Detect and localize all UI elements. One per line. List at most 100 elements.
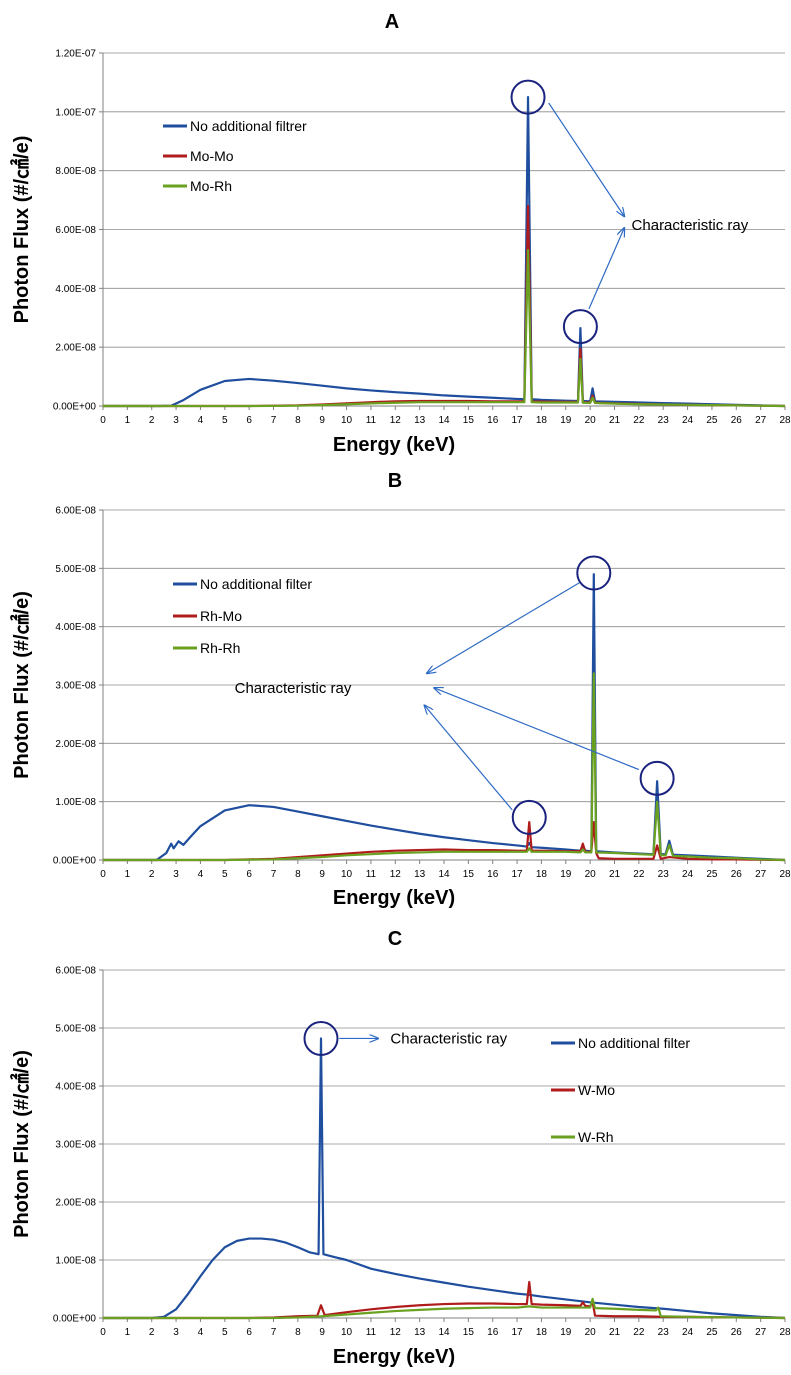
x-tick-label: 9 (319, 1327, 325, 1338)
x-tick-label: 27 (755, 415, 767, 426)
x-tick-label: 6 (246, 415, 252, 426)
legend-label: No additional filtrer (190, 118, 307, 134)
x-tick-label: 12 (390, 1327, 402, 1338)
x-tick-label: 16 (487, 1327, 499, 1338)
annotation-text: Characteristic ray (390, 1030, 507, 1047)
y-tick-label: 3.00E-08 (55, 1140, 96, 1151)
annotation-arrow (425, 705, 513, 811)
x-tick-label: 6 (246, 1327, 252, 1338)
x-tick-label: 22 (633, 415, 645, 426)
x-tick-label: 6 (246, 869, 252, 880)
peak-highlight-circle (303, 1020, 339, 1056)
x-tick-label: 26 (731, 869, 743, 880)
x-tick-label: 9 (319, 415, 325, 426)
series-line-no-additional-filtrer (103, 96, 786, 408)
y-tick-label: 2.00E-08 (55, 343, 96, 354)
series-line-mo-mo (103, 204, 786, 408)
y-tick-label: 8.00E-08 (55, 166, 96, 177)
y-tick-label: 0.00E+00 (53, 1314, 97, 1325)
panel-title: A (385, 11, 399, 33)
x-tick-label: 24 (682, 869, 694, 880)
x-tick-label: 28 (779, 415, 791, 426)
x-tick-label: 12 (390, 869, 402, 880)
x-tick-label: 5 (222, 415, 228, 426)
y-tick-label: 3.00E-08 (55, 681, 96, 692)
x-tick-label: 5 (222, 1327, 228, 1338)
x-tick-label: 0 (100, 1327, 106, 1338)
y-tick-label: 6.00E-08 (55, 966, 96, 977)
x-tick-label: 2 (149, 1327, 155, 1338)
y-tick-label: 1.00E-08 (55, 797, 96, 808)
x-tick-label: 18 (536, 1327, 548, 1338)
x-tick-label: 10 (341, 869, 353, 880)
y-tick-label: 1.00E-08 (55, 1256, 96, 1267)
annotation-text: Characteristic ray (235, 680, 352, 697)
panel-b: B 0.00E+00 1.00E-08 2.00E-08 3.00E-08 4.00E-0… (9, 470, 791, 909)
legend-label: W-Mo (578, 1082, 615, 1098)
x-tick-label: 13 (414, 869, 426, 880)
y-tick-label: 0.00E+00 (53, 402, 97, 413)
x-tick-label: 17 (512, 415, 524, 426)
x-tick-label: 22 (633, 1327, 645, 1338)
legend-label: Mo-Mo (190, 148, 234, 164)
x-tick-label: 1 (125, 869, 131, 880)
panel-title: C (388, 928, 402, 950)
annotation-arrow (548, 102, 625, 216)
x-tick-label: 5 (222, 869, 228, 880)
y-tick-label: 5.00E-08 (55, 1024, 96, 1035)
x-tick-label: 21 (609, 1327, 621, 1338)
x-tick-label: 20 (585, 415, 597, 426)
x-tick-label: 15 (463, 869, 475, 880)
x-tick-label: 28 (779, 1327, 791, 1338)
y-axis-title: Photon Flux (#/㎠/e) (9, 1050, 33, 1238)
x-tick-label: 10 (341, 1327, 353, 1338)
x-tick-label: 23 (658, 869, 670, 880)
x-tick-label: 1 (125, 415, 131, 426)
legend-label: Mo-Rh (190, 178, 232, 194)
x-tick-label: 19 (560, 1327, 572, 1338)
x-tick-label: 9 (319, 869, 325, 880)
peak-highlight-circle (511, 799, 547, 835)
x-tick-label: 19 (560, 415, 572, 426)
x-tick-label: 3 (173, 869, 179, 880)
legend-label: No additional filter (578, 1035, 690, 1051)
y-axis-title: Photon Flux (#/㎠/e) (9, 591, 33, 779)
x-tick-label: 12 (390, 415, 402, 426)
x-tick-label: 24 (682, 1327, 694, 1338)
x-tick-label: 8 (295, 869, 301, 880)
x-tick-label: 2 (149, 415, 155, 426)
x-tick-label: 14 (438, 1327, 450, 1338)
x-tick-label: 8 (295, 415, 301, 426)
series-line-no-additional-filter (103, 1037, 786, 1320)
x-tick-label: 18 (536, 869, 548, 880)
legend-label: Rh-Mo (200, 608, 242, 624)
annotation-arrow (434, 688, 640, 771)
peak-highlight-circle (562, 309, 598, 345)
x-tick-label: 21 (609, 415, 621, 426)
panel-c: C 0.00E+00 1.00E-08 2.00E-08 3.00E-08 4.00E-0… (9, 928, 791, 1368)
x-axis-title: Energy (keV) (333, 434, 455, 456)
x-tick-label: 21 (609, 869, 621, 880)
y-tick-label: 0.00E+00 (53, 856, 97, 867)
x-tick-label: 10 (341, 415, 353, 426)
x-tick-label: 23 (658, 415, 670, 426)
x-tick-label: 0 (100, 869, 106, 880)
x-tick-label: 7 (271, 415, 277, 426)
x-tick-label: 11 (366, 1327, 377, 1338)
x-tick-label: 16 (487, 415, 499, 426)
legend-label: No additional filter (200, 576, 312, 592)
x-tick-label: 8 (295, 1327, 301, 1338)
x-tick-label: 20 (585, 869, 597, 880)
panel-title: B (388, 470, 402, 492)
x-tick-label: 18 (536, 415, 548, 426)
series-line-rh-rh (103, 672, 786, 862)
x-tick-label: 25 (706, 1327, 718, 1338)
x-tick-label: 26 (731, 415, 743, 426)
x-tick-label: 0 (100, 415, 106, 426)
x-tick-label: 27 (755, 869, 767, 880)
x-tick-label: 14 (438, 415, 450, 426)
y-tick-label: 4.00E-08 (55, 1082, 96, 1093)
x-tick-label: 1 (125, 1327, 131, 1338)
x-tick-label: 23 (658, 1327, 670, 1338)
